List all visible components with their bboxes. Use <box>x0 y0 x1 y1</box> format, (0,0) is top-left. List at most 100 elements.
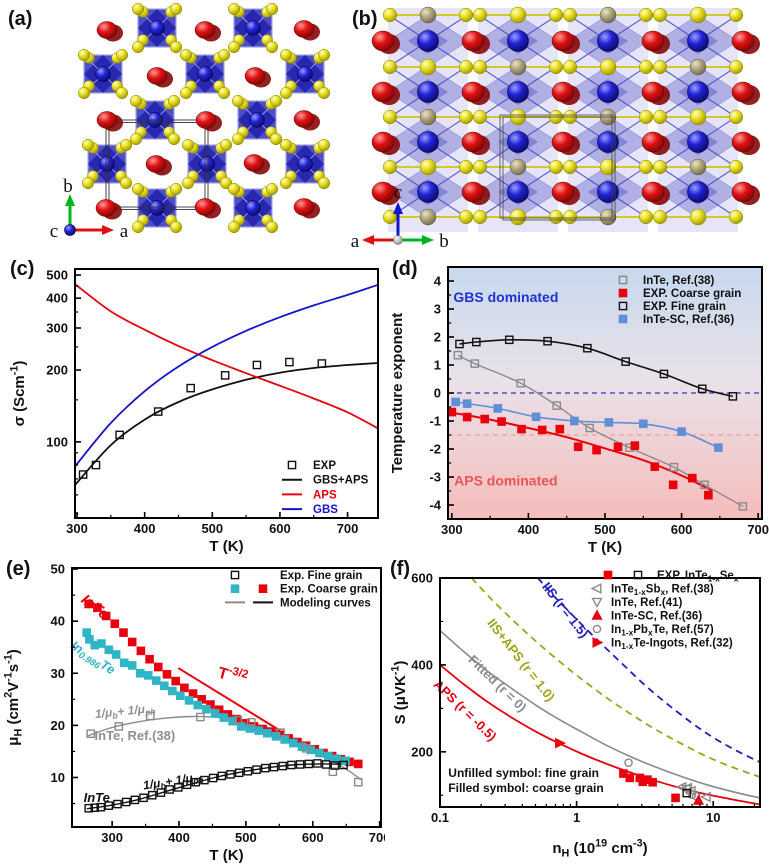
panel-label-e: (e) <box>6 558 31 580</box>
inte-octahedron <box>131 182 183 234</box>
legend-label: APS <box>313 489 337 501</box>
annotation: 1/μb+ 1/μph <box>142 769 204 794</box>
legend-label: Exp. Coarse grain <box>280 584 378 596</box>
x-tick-label: 300 <box>101 830 123 845</box>
line-series <box>459 338 734 398</box>
scatter-series <box>692 794 705 805</box>
x-tick-label: 500 <box>594 522 616 537</box>
scatter-series <box>682 788 692 798</box>
legend-label: InTe-SC, Ref.(36) <box>611 611 702 623</box>
x-tick-label: 400 <box>518 522 540 537</box>
axis-label-a: a <box>120 221 129 242</box>
y-tick-label: 1 <box>434 358 441 373</box>
line-series <box>439 664 761 806</box>
inte-octahedron <box>279 48 331 100</box>
x-tick-label: 500 <box>201 521 223 536</box>
x-tick-label: 600 <box>302 830 324 845</box>
annotation: Unfilled symbol: fine grain <box>448 766 599 780</box>
line-series <box>537 577 761 764</box>
x-tick-label: 10 <box>706 810 720 825</box>
legend-label: InTe, Ref.(38) <box>643 275 715 287</box>
legend-label: InTe, Ref.(41) <box>611 597 683 609</box>
y-tick-label: 600 <box>411 571 433 586</box>
scatter-series <box>84 759 348 813</box>
axis-label-a: a <box>351 231 360 252</box>
x-tick-label: 700 <box>337 521 359 536</box>
y-tick-label: 500 <box>46 268 68 283</box>
y-tick-label: 200 <box>411 744 433 759</box>
legend-label: In1-xPbxTe, Ref.(57) <box>611 624 714 638</box>
y-tick-label: 3 <box>434 302 441 317</box>
annotation: GBS dominated <box>453 289 558 305</box>
x-tick-label: 300 <box>441 522 463 537</box>
legend-label: In1-xTe-Ingots, Ref.(32) <box>611 638 733 652</box>
legend-label: GBS+APS <box>313 475 369 487</box>
inte-octahedron <box>131 2 183 54</box>
scatter-series <box>78 357 327 479</box>
line-series <box>439 629 761 799</box>
chart-temperature-exponent-vs-temperature: GBS dominated APS dominated 300 400 500 600 70… <box>385 255 769 555</box>
octahedra-column <box>382 6 474 232</box>
y-tick-label: 200 <box>46 363 68 378</box>
y-tick-label: -4 <box>429 498 441 513</box>
legend-label: Exp. Fine grain <box>280 570 362 582</box>
legend-label: InTe1-xSbx, Ref.(38) <box>611 584 714 598</box>
inte-octahedron <box>231 94 283 146</box>
scatter-series <box>447 407 713 500</box>
y-tick-label: 400 <box>411 657 433 672</box>
y-tick-label: 50 <box>51 562 65 577</box>
inte-octahedron <box>181 138 233 190</box>
legend-label: GBS <box>313 504 338 516</box>
y-tick-label: 0 <box>434 386 441 401</box>
y-axis-label: S (μVK-1) <box>390 661 409 725</box>
x-tick-label: 400 <box>134 521 156 536</box>
y-tick-label: -2 <box>429 442 441 457</box>
line-series <box>74 283 379 467</box>
annotation: InTe <box>84 790 110 805</box>
inte-octahedron <box>279 138 331 190</box>
legend-label: EXP <box>313 460 336 472</box>
x-tick-label: 700 <box>747 522 769 537</box>
panel-label-a: (a) <box>8 8 33 30</box>
axis-label-b: b <box>63 176 73 197</box>
x-tick-label: 700 <box>369 830 385 845</box>
axis-label-c: c <box>50 221 58 242</box>
inte-octahedron <box>179 48 231 100</box>
octahedra-column <box>472 6 564 232</box>
x-axis-label: T (K) <box>209 847 243 864</box>
annotation: APS dominated <box>454 472 557 488</box>
annotation: InTe, Ref.(38) <box>95 728 176 743</box>
line-series <box>470 577 761 778</box>
annotation: 1/μb+ 1/μph <box>94 701 156 723</box>
legend: Exp. Fine grain Exp. Coarse grainModeling… <box>225 570 378 609</box>
x-tick-label: 400 <box>168 830 190 845</box>
crystal-structure-b-view-along-a: c a b <box>350 0 769 258</box>
scatter-series <box>455 335 738 401</box>
y-tick-label: 300 <box>46 321 68 336</box>
x-tick-label: 300 <box>66 521 88 536</box>
x-tick-label: 1 <box>573 810 580 825</box>
line-series <box>177 667 281 732</box>
line-series <box>74 283 379 430</box>
legend-label: EXP. Fine grain <box>643 301 726 313</box>
y-axis-label: σ (Scm-1) <box>9 361 28 427</box>
scatter-series <box>82 628 350 766</box>
line-series <box>74 362 379 486</box>
scatter-series <box>555 737 566 749</box>
inte-octahedron <box>227 2 279 54</box>
legend: EXP GBS+APS APS GBS <box>282 460 369 516</box>
inte-octahedron <box>77 48 129 100</box>
chart-conductivity-vs-temperature: 300 400 500 600 700 100 200 300 400 500 T (K) σ (Sc… <box>0 255 385 555</box>
legend-label: Modeling curves <box>280 597 371 609</box>
x-tick-label: 500 <box>235 830 257 845</box>
y-tick-label: 20 <box>51 718 65 733</box>
crystal-structure-a-view-along-c: b a c <box>0 0 350 258</box>
axis-label-b: b <box>439 231 449 252</box>
y-tick-label: 400 <box>46 291 68 306</box>
y-tick-label: 10 <box>51 770 65 785</box>
panel-label-c: (c) <box>10 258 35 280</box>
panel-label-f: (f) <box>390 558 410 580</box>
